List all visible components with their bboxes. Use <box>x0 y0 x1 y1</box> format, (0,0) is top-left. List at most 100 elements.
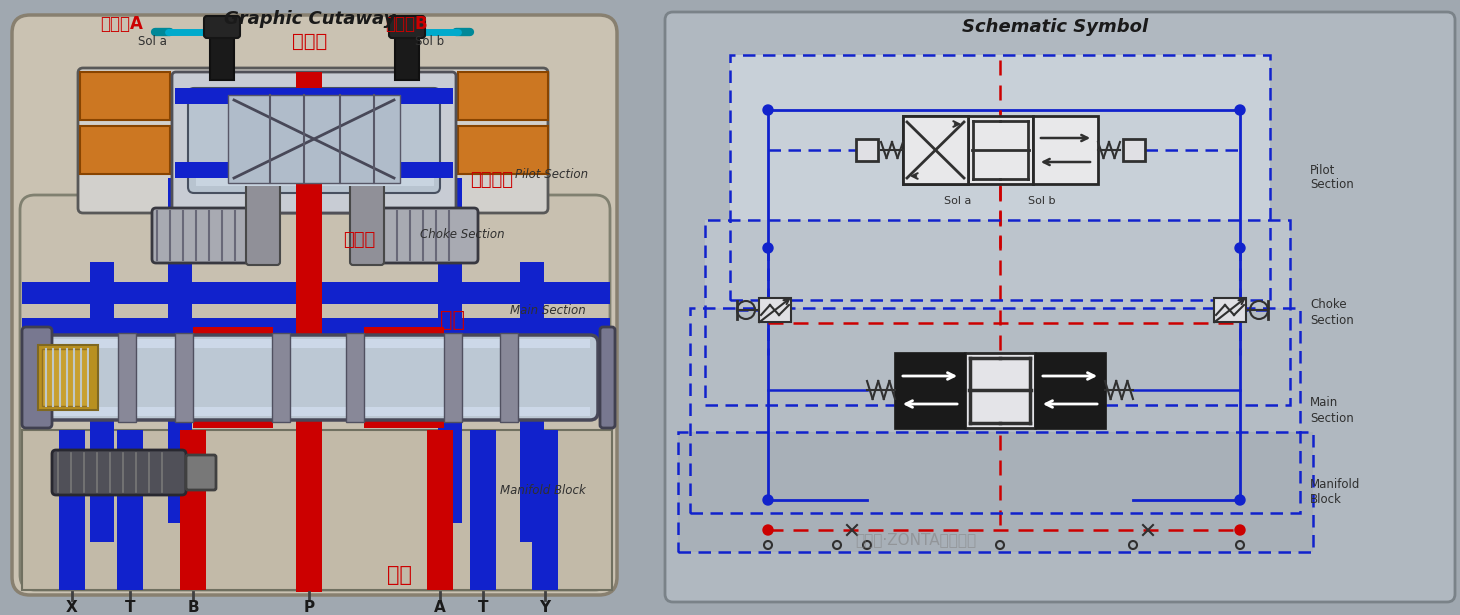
Bar <box>968 116 1034 184</box>
Text: Sol b: Sol b <box>415 35 444 48</box>
Bar <box>458 126 548 174</box>
Bar <box>196 178 434 186</box>
Bar <box>1123 139 1145 161</box>
Bar <box>531 430 558 590</box>
Bar <box>691 308 1299 513</box>
Circle shape <box>1235 495 1245 505</box>
Bar <box>396 22 419 80</box>
FancyBboxPatch shape <box>22 327 53 428</box>
FancyBboxPatch shape <box>388 16 425 38</box>
Bar <box>1035 353 1105 428</box>
Circle shape <box>1235 105 1245 115</box>
Text: A: A <box>434 600 445 615</box>
Circle shape <box>764 243 772 253</box>
Bar <box>272 333 291 422</box>
Bar <box>91 262 114 542</box>
Text: Manifold
Block: Manifold Block <box>1310 478 1361 506</box>
Bar <box>180 430 206 590</box>
Bar <box>426 430 453 590</box>
Bar <box>520 262 545 542</box>
Text: Main
Section: Main Section <box>1310 397 1353 424</box>
Text: 剖面图: 剖面图 <box>292 32 327 51</box>
Bar <box>80 72 169 120</box>
Text: Sol a: Sol a <box>945 196 972 206</box>
Bar <box>210 22 234 80</box>
Bar <box>22 282 610 304</box>
Bar <box>965 353 1035 428</box>
Bar <box>58 430 85 590</box>
FancyBboxPatch shape <box>20 195 610 590</box>
Circle shape <box>764 105 772 115</box>
Bar <box>902 116 968 184</box>
Bar <box>196 90 434 100</box>
FancyBboxPatch shape <box>12 15 618 595</box>
Text: 节流阀: 节流阀 <box>343 231 375 249</box>
FancyBboxPatch shape <box>204 16 239 38</box>
Text: T: T <box>124 600 136 615</box>
Bar <box>346 333 364 422</box>
FancyBboxPatch shape <box>28 335 599 420</box>
Bar <box>364 327 444 428</box>
Text: 电磁铁A: 电磁铁A <box>99 15 143 33</box>
Text: X: X <box>66 600 77 615</box>
Bar <box>895 353 965 428</box>
Text: P: P <box>304 600 314 615</box>
Text: Schematic Symbol: Schematic Symbol <box>962 18 1148 36</box>
Bar <box>705 220 1291 405</box>
Bar <box>902 116 968 184</box>
Text: T: T <box>477 600 488 615</box>
Circle shape <box>764 525 772 535</box>
Bar <box>175 88 453 104</box>
Bar <box>458 72 548 120</box>
FancyBboxPatch shape <box>152 208 264 263</box>
Circle shape <box>1235 525 1245 535</box>
Bar <box>38 345 98 410</box>
Circle shape <box>1235 243 1245 253</box>
FancyBboxPatch shape <box>172 72 456 213</box>
Text: Main Section: Main Section <box>510 303 585 317</box>
Bar <box>168 178 193 523</box>
Bar <box>36 407 590 416</box>
Polygon shape <box>895 353 965 428</box>
Bar <box>296 430 323 590</box>
Bar <box>175 162 453 178</box>
Bar <box>296 72 323 592</box>
Bar <box>1034 116 1098 184</box>
Text: Graphic Cutaway: Graphic Cutaway <box>225 10 396 28</box>
Bar <box>42 349 88 406</box>
Text: Pilot Section: Pilot Section <box>515 169 588 181</box>
Text: 阀体: 阀体 <box>387 565 413 585</box>
Bar <box>117 430 143 590</box>
Bar <box>438 178 461 523</box>
Text: B: B <box>187 600 199 615</box>
Bar <box>22 318 610 340</box>
Bar <box>193 327 273 428</box>
Polygon shape <box>1035 353 1105 428</box>
Bar <box>730 55 1270 300</box>
FancyBboxPatch shape <box>245 183 280 265</box>
Text: 先导部分: 先导部分 <box>470 171 512 189</box>
Bar <box>730 55 1270 300</box>
Bar <box>705 220 1291 405</box>
Text: Pilot
Section: Pilot Section <box>1310 164 1353 191</box>
Bar <box>175 333 193 422</box>
Text: 电磁铁B: 电磁铁B <box>385 15 428 33</box>
FancyBboxPatch shape <box>350 183 384 265</box>
Bar <box>677 432 1313 552</box>
Bar <box>499 333 518 422</box>
Text: 公众号·ZONTA中泰机电: 公众号·ZONTA中泰机电 <box>856 533 977 547</box>
FancyBboxPatch shape <box>366 208 477 263</box>
FancyBboxPatch shape <box>600 327 615 428</box>
FancyBboxPatch shape <box>53 450 185 495</box>
Bar <box>228 95 400 183</box>
Text: Sol b: Sol b <box>1028 196 1056 206</box>
Bar <box>36 339 590 348</box>
Bar <box>677 432 1313 552</box>
Bar <box>470 430 496 590</box>
Bar <box>759 298 791 322</box>
FancyBboxPatch shape <box>188 88 439 193</box>
FancyBboxPatch shape <box>77 68 548 213</box>
Bar <box>118 333 136 422</box>
Text: Y: Y <box>539 600 550 615</box>
Bar <box>691 308 1299 513</box>
